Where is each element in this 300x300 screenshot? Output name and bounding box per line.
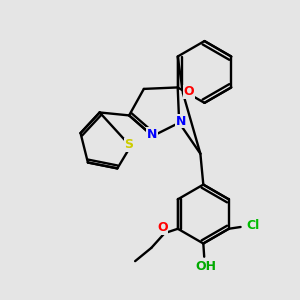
Text: S: S	[124, 138, 134, 151]
Text: N: N	[147, 128, 157, 141]
Text: O: O	[184, 85, 194, 98]
Text: OH: OH	[195, 260, 216, 273]
Text: O: O	[157, 221, 167, 234]
Text: Cl: Cl	[246, 219, 260, 232]
Text: N: N	[176, 115, 186, 128]
